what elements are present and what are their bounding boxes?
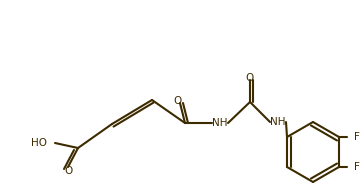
Text: F: F: [354, 162, 360, 172]
Text: O: O: [246, 73, 254, 83]
Text: NH: NH: [270, 117, 286, 127]
Text: NH: NH: [212, 118, 228, 128]
Text: F: F: [354, 132, 360, 142]
Text: O: O: [65, 166, 73, 176]
Text: O: O: [174, 96, 182, 106]
Text: HO: HO: [31, 138, 47, 148]
